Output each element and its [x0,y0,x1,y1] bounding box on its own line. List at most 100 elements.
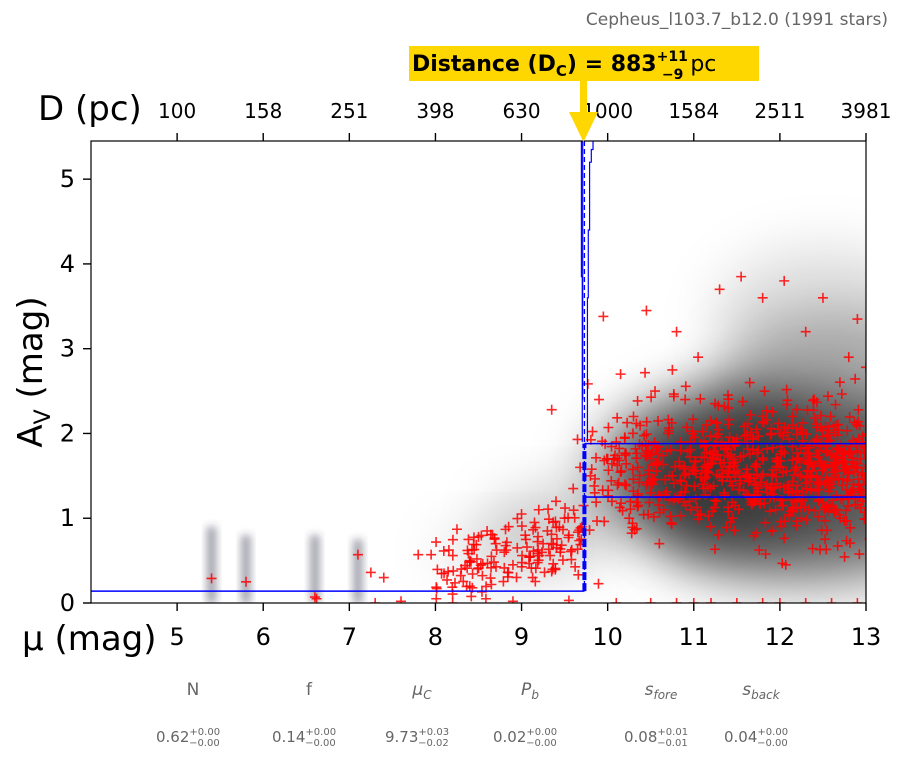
star-marker [718,487,729,498]
param-value: 9.73+0.03 −0.02 [385,727,449,749]
x-tick-label: 9 [514,623,529,651]
star-marker [739,421,750,432]
star-marker [724,432,735,443]
star-marker [576,521,587,532]
density-column [241,535,251,603]
star-marker [854,549,865,560]
star-marker [241,576,251,587]
param-err-plus: +0.00 [305,727,336,738]
distance-annotation: Distance (DC) = 883+11 −9 pc [409,46,759,142]
star-marker [593,578,604,589]
star-marker [686,504,697,515]
star-marker [712,424,723,435]
star-marker [723,403,734,414]
top-tick-label: 1584 [668,99,719,123]
star-marker [469,544,480,555]
star-marker [698,436,709,447]
star-marker [676,510,687,521]
top-tick-label: 2511 [754,99,805,123]
star-marker [671,326,682,337]
star-marker [777,558,788,569]
star-marker [761,405,772,416]
star-marker [611,436,622,447]
star-marker [767,442,778,453]
star-marker [597,436,608,447]
star-marker [760,548,771,559]
star-marker [731,436,742,447]
star-marker [551,496,561,507]
star-marker [690,456,701,467]
star-marker [863,464,866,467]
star-marker [507,559,518,570]
star-marker [813,496,824,507]
star-marker [807,543,818,554]
x-axis: 5 6 7 8 9 10 11 12 13 [169,603,881,651]
star-marker [632,501,643,512]
star-marker [724,414,735,425]
star-marker [758,418,769,429]
star-marker [660,474,671,485]
star-marker [846,461,857,472]
star-marker [759,386,770,397]
star-marker [545,550,556,561]
star-marker [837,448,848,459]
param-symbol: s [742,680,751,700]
star-marker [830,399,841,410]
star-marker [800,598,811,603]
star-marker [753,431,764,442]
star-marker [432,564,443,575]
star-marker [812,511,823,522]
star-marker [692,502,703,513]
density-map [206,244,866,603]
star-marker [787,411,798,422]
star-marker [511,572,522,583]
top-tick-label: 251 [330,99,368,123]
star-marker [863,467,866,469]
plot-frame [90,140,867,604]
star-marker [533,555,544,566]
star-marker [665,444,676,455]
star-marker [491,545,502,556]
top-axis-label: D (pc) [38,89,142,129]
star-marker [565,546,576,557]
param-err-minus: −0.00 [757,738,788,749]
star-marker [723,466,734,477]
star-marker [816,525,827,536]
star-marker [539,567,550,578]
distance-err-plus: +11 [657,49,688,65]
star-marker [764,506,775,517]
star-marker [710,453,721,464]
star-marker [701,447,712,458]
star-marker [804,440,815,451]
star-marker [699,452,710,463]
param-value: 0.04+0.00 −0.00 [724,727,788,749]
star-marker [715,455,726,466]
star-marker [796,513,807,524]
star-marker [641,416,652,427]
star-marker [741,464,752,475]
star-marker [705,415,716,426]
star-marker [311,593,322,603]
star-marker [680,381,691,392]
top-tick-label: 3981 [841,99,892,123]
star-marker [744,377,755,388]
star-marker [693,510,704,521]
star-marker [734,484,745,495]
star-marker [606,496,617,507]
star-marker [706,521,716,532]
star-marker [731,465,742,476]
star-marker [781,384,792,395]
star-marker [620,448,631,459]
param-err-plus: +0.01 [657,727,688,738]
star-marker [628,474,639,485]
star-marker [745,427,756,438]
star-marker [680,394,691,405]
star-marker [649,474,660,485]
star-marker [837,457,848,468]
star-marker [560,503,571,514]
star-marker [744,449,755,460]
star-marker [852,445,863,456]
star-marker [784,510,795,521]
y-axis-label-main: A [11,424,51,447]
star-marker [820,534,831,545]
